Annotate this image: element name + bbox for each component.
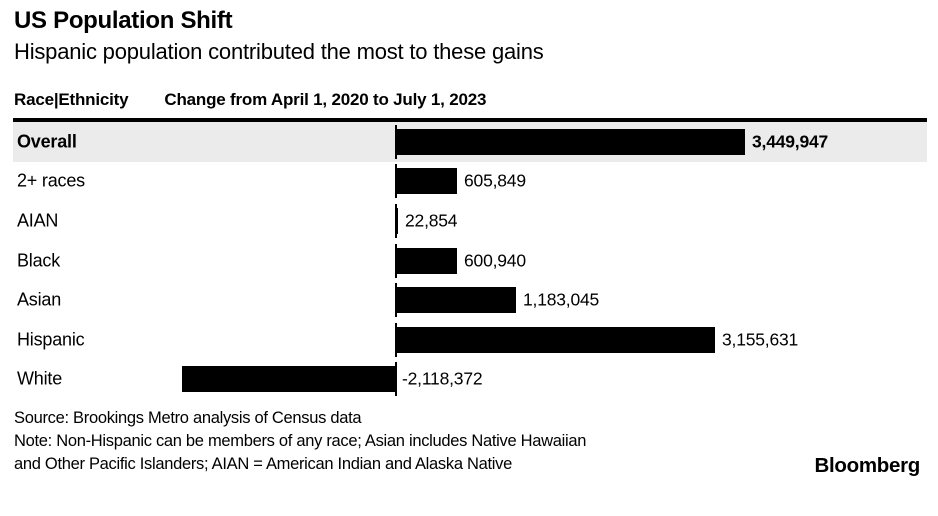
category-label: White bbox=[17, 368, 63, 389]
bar bbox=[396, 128, 745, 155]
zero-baseline-tick bbox=[395, 362, 397, 397]
source-text: Source: Brookings Metro analysis of Cens… bbox=[14, 409, 362, 427]
page-subtitle: Hispanic population contributed the most… bbox=[14, 39, 544, 64]
value-label: 600,940 bbox=[464, 250, 526, 271]
bar bbox=[182, 366, 396, 393]
note-text-line2: and Other Pacific Islanders; AIAN = Amer… bbox=[14, 455, 512, 473]
bar bbox=[396, 207, 398, 234]
value-label: 3,449,947 bbox=[752, 131, 829, 152]
category-label: Asian bbox=[17, 289, 62, 310]
value-label: 3,155,631 bbox=[722, 329, 799, 350]
col-header-change: Change from April 1, 2020 to July 1, 202… bbox=[164, 90, 487, 109]
category-label: Hispanic bbox=[17, 329, 85, 350]
bar bbox=[396, 168, 457, 195]
chart-row-2-races: 2+ races 605,849 bbox=[13, 162, 927, 202]
bar-chart: Overall 3,449,947 2+ races 605,849 AIAN 22,85… bbox=[13, 122, 927, 399]
category-label: AIAN bbox=[17, 210, 59, 231]
bar bbox=[396, 287, 516, 314]
col-header-race-ethnicity: Race|Ethnicity bbox=[14, 90, 129, 109]
value-label: 1,183,045 bbox=[523, 289, 600, 310]
chart-row-black: Black 600,940 bbox=[13, 241, 927, 281]
category-label: Black bbox=[17, 250, 61, 271]
header-rule bbox=[13, 118, 927, 122]
category-label: 2+ races bbox=[17, 170, 85, 191]
value-label: 22,854 bbox=[405, 210, 458, 231]
chart-row-aian: AIAN 22,854 bbox=[13, 201, 927, 241]
chart-row-asian: Asian 1,183,045 bbox=[13, 280, 927, 320]
page-title: US Population Shift bbox=[14, 7, 233, 34]
footer-notes: Source: Brookings Metro analysis of Cens… bbox=[14, 407, 586, 476]
chart-row-white: White -2,118,372 bbox=[13, 360, 927, 400]
bloomberg-logo: Bloomberg bbox=[814, 454, 921, 477]
value-label: 605,849 bbox=[464, 170, 526, 191]
chart-row-overall: Overall 3,449,947 bbox=[13, 122, 927, 162]
category-label: Overall bbox=[17, 131, 77, 152]
column-headers: Race|Ethnicity Change from April 1, 2020… bbox=[14, 90, 486, 110]
bar bbox=[396, 326, 715, 353]
bar bbox=[396, 247, 457, 274]
note-text-line1: Note: Non-Hispanic can be members of any… bbox=[14, 432, 587, 450]
value-label: -2,118,372 bbox=[402, 368, 483, 389]
chart-row-hispanic: Hispanic 3,155,631 bbox=[13, 320, 927, 360]
